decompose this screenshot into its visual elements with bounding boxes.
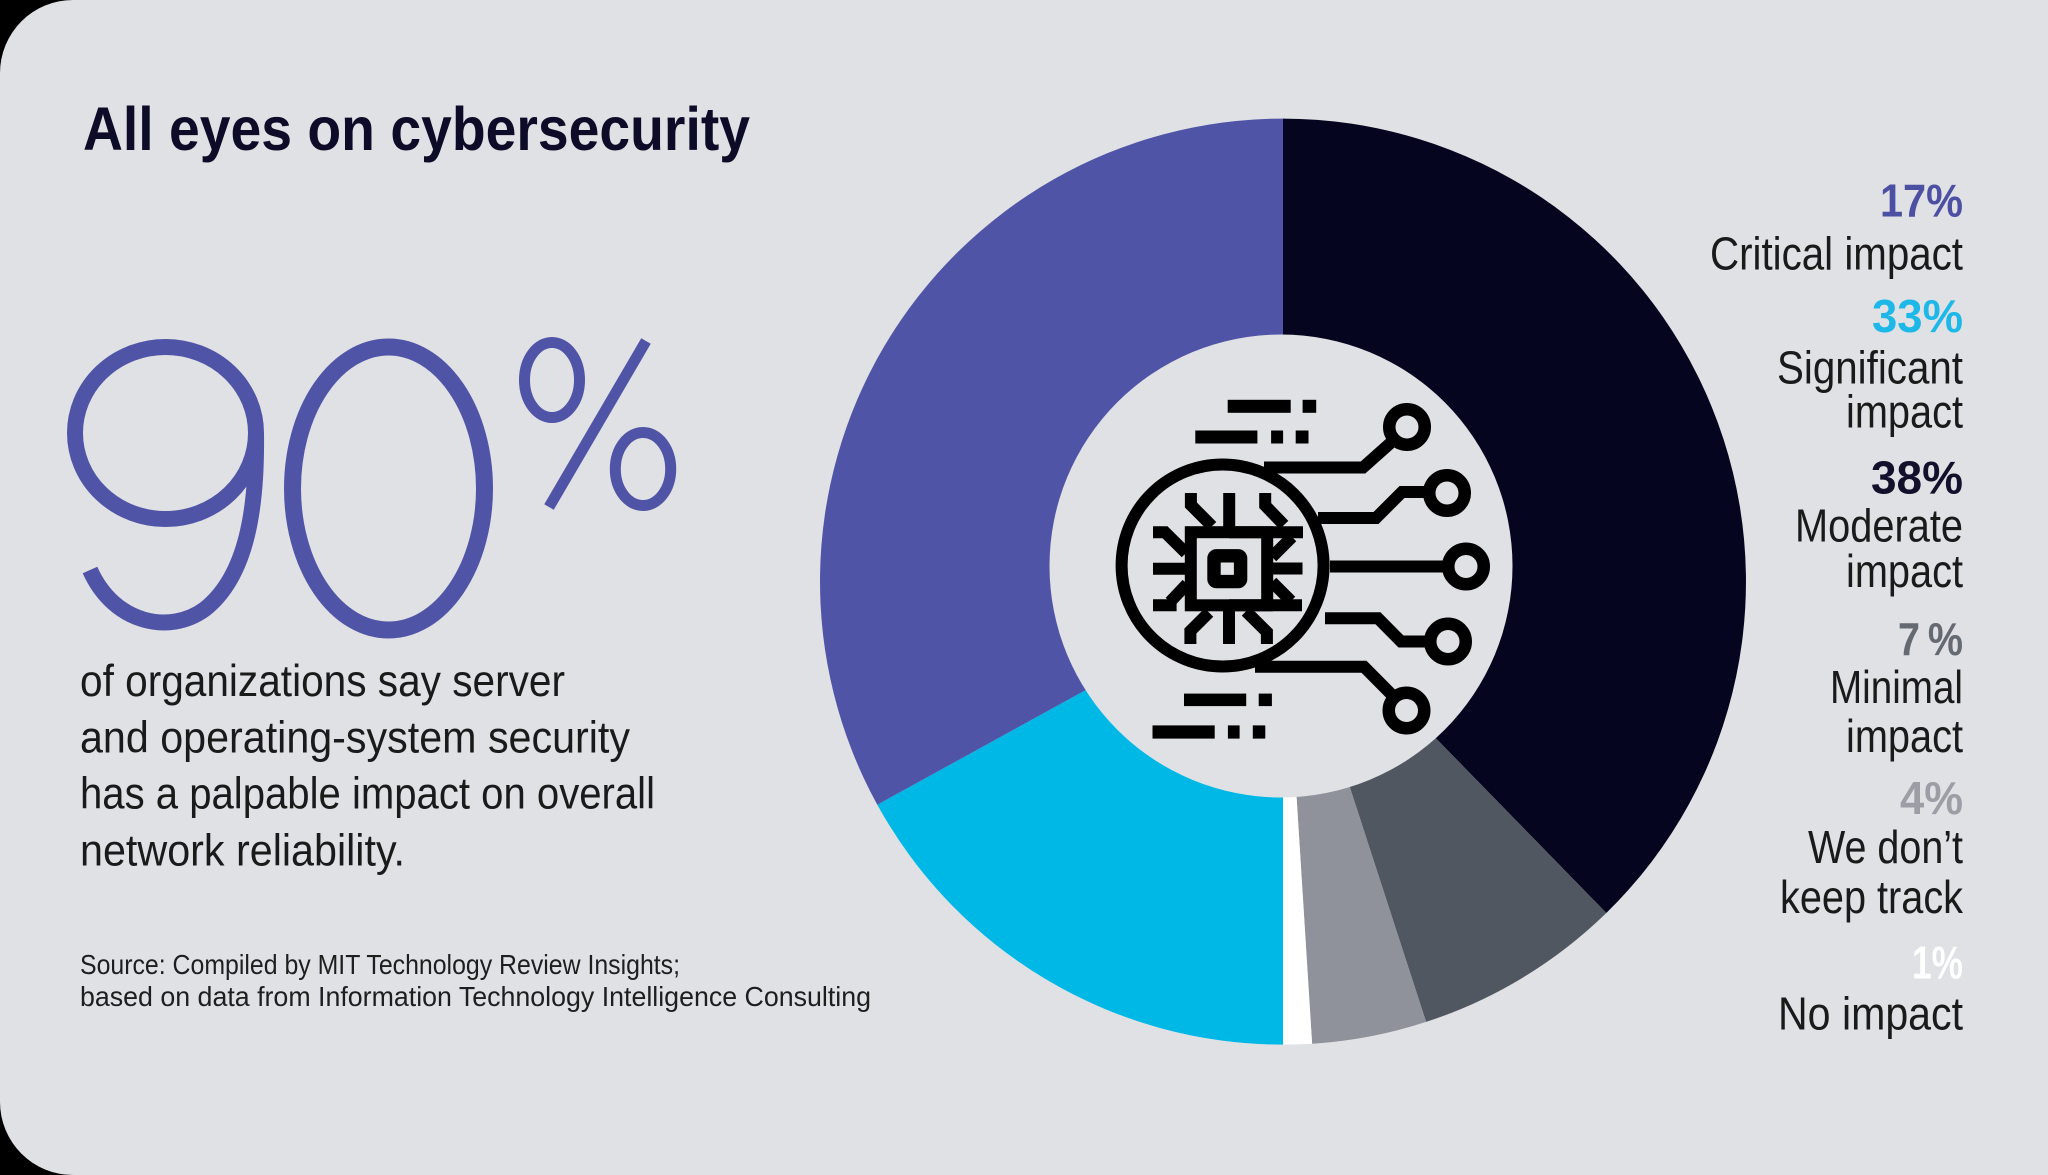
svg-text:7 %: 7 % <box>1898 613 1963 665</box>
svg-text:1%: 1% <box>1912 936 1963 988</box>
svg-text:of organizations say server: of organizations say server <box>80 657 565 706</box>
svg-text:keep track: keep track <box>1780 871 1964 923</box>
svg-text:and operating-system security: and operating-system security <box>80 713 631 762</box>
svg-text:impact: impact <box>1846 545 1963 597</box>
svg-text:No impact: No impact <box>1778 988 1963 1040</box>
svg-text:Significant: Significant <box>1777 341 1963 393</box>
svg-text:has a palpable impact on overa: has a palpable impact on overall <box>80 770 655 819</box>
svg-text:impact: impact <box>1846 710 1963 762</box>
svg-text:Source: Compiled by MIT Techno: Source: Compiled by MIT Technology Revie… <box>80 949 680 980</box>
svg-text:impact: impact <box>1846 385 1963 437</box>
svg-text:All eyes on cybersecurity: All eyes on cybersecurity <box>83 95 750 164</box>
svg-text:We don’t: We don’t <box>1808 821 1963 873</box>
svg-text:38%: 38% <box>1871 452 1963 504</box>
svg-text:Critical impact: Critical impact <box>1710 228 1963 280</box>
svg-text:33%: 33% <box>1872 290 1963 342</box>
svg-text:network reliability.: network reliability. <box>80 827 405 876</box>
svg-text:based on data from Information: based on data from Information Technolog… <box>80 981 871 1012</box>
svg-text:Moderate: Moderate <box>1795 500 1963 552</box>
svg-text:4%: 4% <box>1900 772 1963 824</box>
svg-text:Minimal: Minimal <box>1830 661 1963 713</box>
svg-text:17%: 17% <box>1880 175 1963 227</box>
